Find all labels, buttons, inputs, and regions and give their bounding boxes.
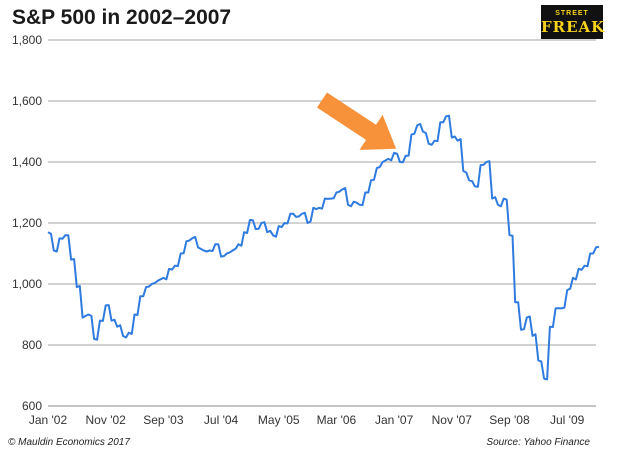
x-tick-label: Sep '08 [489, 413, 530, 427]
y-tick-label: 800 [22, 338, 42, 352]
x-tick-label: Sep '03 [143, 413, 184, 427]
x-tick-label: Nov '07 [432, 413, 473, 427]
street-freak-logo: STREET FREAK [541, 5, 606, 39]
x-axis-ticks: Jan '02 Nov '02 Sep '03 Jul '04 May '05 Mar '… [29, 413, 585, 427]
y-tick-label: 1,800 [12, 33, 42, 47]
x-tick-label: Jul '09 [550, 413, 585, 427]
y-tick-label: 1,200 [12, 216, 42, 230]
copyright-note: © Mauldin Economics 2017 [8, 437, 130, 448]
x-tick-label: Jan '02 [29, 413, 68, 427]
source-note: Source: Yahoo Finance [486, 437, 590, 448]
logo-line1: STREET [555, 10, 589, 17]
y-tick-label: 600 [22, 399, 42, 413]
series-line-sp500 [47, 114, 600, 381]
y-tick-label: 1,600 [12, 94, 42, 108]
y-axis-ticks: 600 800 1,000 1,200 1,400 1,600 1,800 [12, 33, 42, 413]
grid-lines [48, 39, 596, 407]
x-tick-label: Jul '04 [204, 413, 239, 427]
x-tick-label: Nov '02 [86, 413, 127, 427]
chart-title: S&P 500 in 2002–2007 [12, 6, 232, 29]
y-tick-label: 1,400 [12, 155, 42, 169]
x-tick-label: Mar '06 [317, 413, 357, 427]
annotation-arrow [317, 92, 397, 150]
x-tick-label: May '05 [258, 413, 300, 427]
logo-line2: FREAK [541, 18, 606, 36]
y-tick-label: 1,000 [12, 277, 42, 291]
x-tick-label: Jan '07 [375, 413, 414, 427]
